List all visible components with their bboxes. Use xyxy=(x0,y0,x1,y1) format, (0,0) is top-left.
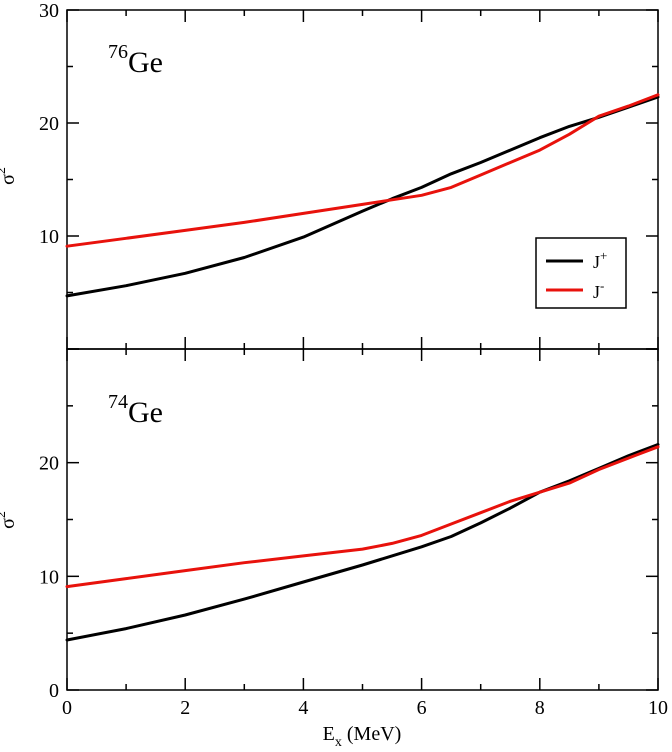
x-axis-label-sub: x xyxy=(335,735,342,750)
y-axis-label-bottom-sup: 2 xyxy=(0,511,9,518)
series-line-top-0 xyxy=(65,95,660,298)
y-axis-label-top-sup: 2 xyxy=(0,167,9,174)
tick-labels-top: 10 20 30 xyxy=(39,0,59,248)
legend-label-jminus-base: J xyxy=(593,282,600,302)
y-tick-label: 10 xyxy=(39,226,59,248)
nucleus-label-bottom: 74Ge xyxy=(108,391,163,429)
y-axis-label-top: σ2 xyxy=(0,167,19,185)
ticks-top xyxy=(66,9,659,350)
mass-number-top: 76 xyxy=(108,41,128,63)
legend-label-jplus: J+ xyxy=(593,248,607,272)
x-tick-label: 6 xyxy=(417,697,427,719)
series-line-top-1 xyxy=(65,93,660,248)
y-tick-label: 0 xyxy=(49,680,59,702)
x-tick-label: 8 xyxy=(535,697,545,719)
mass-number-bottom: 74 xyxy=(108,391,128,413)
element-symbol-top: Ge xyxy=(128,46,163,79)
legend: J+ J- xyxy=(535,237,627,309)
series-line-bottom-0 xyxy=(65,443,660,642)
x-axis-label: Ex (MeV) xyxy=(323,723,402,750)
x-axis-label-unit: (MeV) xyxy=(342,723,401,745)
panel-bottom: 0 10 20 74Ge σ2 xyxy=(0,348,660,702)
legend-label-jplus-base: J xyxy=(593,252,600,272)
y-tick-label: 30 xyxy=(39,0,59,22)
y-tick-label: 10 xyxy=(39,566,59,588)
y-tick-label: 20 xyxy=(39,113,59,135)
x-tick-labels: 0 2 4 6 8 10 xyxy=(62,697,668,719)
legend-label-jplus-sup: + xyxy=(600,248,607,263)
x-tick-label: 10 xyxy=(648,697,668,719)
series-top xyxy=(65,93,660,298)
y-axis-label-bottom: σ2 xyxy=(0,511,19,529)
x-tick-label: 2 xyxy=(180,697,190,719)
y-tick-label: 20 xyxy=(39,453,59,475)
y-axis-label-top-base: σ xyxy=(0,174,19,185)
legend-label-jminus: J- xyxy=(593,278,604,302)
tick-labels-bottom: 0 10 20 xyxy=(39,453,59,702)
y-axis-label-bottom-base: σ xyxy=(0,518,19,529)
x-tick-label: 4 xyxy=(298,697,308,719)
nucleus-label-top: 76Ge xyxy=(108,41,163,79)
series-bottom xyxy=(65,443,660,642)
element-symbol-bottom: Ge xyxy=(128,396,163,429)
series-line-bottom-1 xyxy=(65,445,660,589)
x-axis-label-base: E xyxy=(323,723,335,745)
legend-box xyxy=(535,237,627,309)
ticks-bottom xyxy=(66,348,659,691)
x-tick-label: 0 xyxy=(62,697,72,719)
legend-label-jminus-sup: - xyxy=(600,278,604,293)
